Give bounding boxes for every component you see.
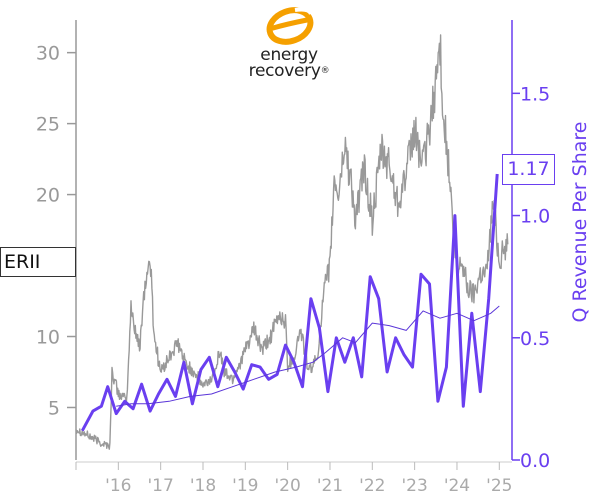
energy-recovery-swirl-logo-icon	[266, 7, 314, 45]
x-tick-label: '25	[486, 476, 512, 496]
right-tick-label: 1.0	[520, 206, 550, 228]
revenue-trend-line	[116, 305, 500, 407]
right-tick-label: 0.5	[520, 328, 550, 350]
x-tick-label: '19	[232, 476, 258, 496]
revenue-series-line	[80, 173, 499, 432]
price-series-line	[75, 34, 509, 450]
right-axis: 0.0 0.5 1.0 1.5	[511, 20, 550, 472]
x-tick-label: '21	[317, 476, 343, 496]
logo-text-line2-word: recovery	[248, 61, 321, 81]
left-axis: 5 10 20 25 30	[36, 20, 77, 460]
logo-text-line2: recovery®	[234, 61, 344, 81]
ticker-label: ERII	[0, 247, 76, 277]
x-tick-label: '16	[105, 476, 131, 496]
series-layer	[75, 34, 509, 450]
x-axis: '16 '17 '18 '19 '20 '21 '22 '23 '24 '25	[75, 461, 512, 496]
x-tick-label: '20	[274, 476, 300, 496]
left-tick-label: 10	[36, 327, 60, 349]
right-tick-label: 1.5	[520, 83, 550, 105]
x-tick-label: '23	[401, 476, 427, 496]
last-value-label: 1.17	[502, 154, 555, 185]
logo-registered-mark: ®	[320, 66, 330, 76]
right-tick-label: 0.0	[520, 450, 550, 472]
x-tick-label: '24	[444, 476, 470, 496]
x-tick-label: '22	[359, 476, 385, 496]
left-tick-label: 30	[36, 43, 60, 65]
right-axis-label: Q Revenue Per Share	[569, 122, 591, 323]
x-tick-label: '17	[148, 476, 174, 496]
company-logo: energy recovery®	[234, 4, 344, 88]
logo-text-line1: energy	[260, 45, 318, 65]
left-tick-label: 25	[36, 114, 60, 136]
x-tick-label: '18	[190, 476, 216, 496]
left-tick-label: 5	[48, 397, 60, 419]
left-tick-label: 20	[36, 185, 60, 207]
